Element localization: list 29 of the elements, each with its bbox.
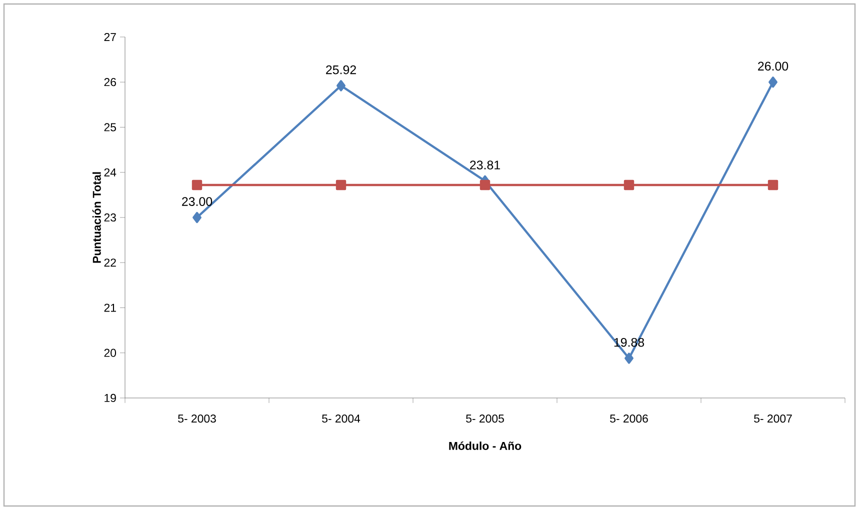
y-tick-label: 21 (104, 304, 116, 312)
x-tick-label: 5- 2007 (754, 414, 792, 423)
point (336, 180, 346, 190)
point (336, 80, 346, 92)
point (624, 352, 634, 364)
y-tick-label: 22 (104, 258, 116, 267)
point (192, 212, 202, 224)
x-tick-label: 5- 2005 (466, 414, 504, 423)
x-axis-title: Módulo - Año (449, 441, 522, 450)
point (192, 180, 202, 190)
data-label: 23.81 (470, 160, 500, 170)
point (480, 180, 490, 190)
y-tick-label: 23 (104, 213, 116, 222)
point (624, 180, 634, 190)
y-tick-label: 24 (104, 168, 116, 176)
x-tick-label: 5- 2004 (322, 414, 360, 423)
point (768, 180, 778, 190)
y-tick-label: 25 (104, 123, 116, 132)
point (768, 76, 778, 88)
y-axis-title: Puntuación Total (92, 172, 101, 263)
x-tick-label: 5- 2003 (178, 414, 216, 423)
y-tick-label: 19 (104, 394, 116, 402)
y-tick-label: 20 (104, 348, 116, 357)
data-label: 23.00 (182, 197, 212, 206)
data-label: 25.92 (326, 65, 356, 74)
data-label: 26.00 (758, 62, 788, 71)
x-tick-label: 5- 2006 (610, 414, 648, 423)
y-tick-label: 27 (104, 32, 116, 41)
y-tick-label: 26 (104, 78, 116, 86)
